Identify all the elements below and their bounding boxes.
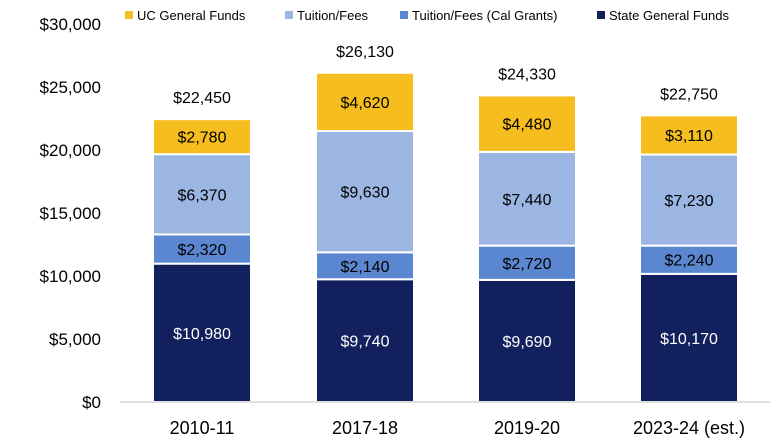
bar-segment [315,129,415,254]
legend-label: Tuition/Fees (Cal Grants) [412,8,557,23]
bar-stack: $9,690 $2,720 $7,440 $4,480 $24,330 [477,66,577,404]
bar-stack: $9,740 $2,140 $9,630 $4,620 $26,130 [315,44,415,403]
legend-swatch [400,11,408,19]
bar-segment [152,262,252,404]
y-tick-label: $0 [82,393,101,412]
y-tick-label: $20,000 [40,141,101,160]
y-tick-label: $10,000 [40,267,101,286]
legend-swatch [285,11,293,19]
bar-segment [639,153,739,247]
data-label: $7,440 [503,192,552,209]
bars: $10,980 $2,320 $6,370 $2,780 $22,450 $9,740 $2… [152,44,739,404]
legend-label: Tuition/Fees [297,8,369,23]
data-label: $2,780 [178,130,227,147]
y-tick-label: $25,000 [40,78,101,97]
x-tick-label: 2023-24 (est.) [633,418,745,438]
y-axis: $0 $5,000 $10,000 $15,000 $20,000 $25,000 $30,… [40,15,101,412]
legend-swatch [125,11,133,19]
data-label: $9,630 [341,185,390,202]
data-label: $2,720 [503,256,552,273]
data-label: $10,980 [173,326,231,343]
data-label: $2,240 [665,253,714,270]
chart-legend: UC General Funds Tuition/Fees Tuition/Fees… [125,8,729,23]
data-label: $4,480 [503,117,552,134]
legend-item: UC General Funds [125,8,246,23]
data-label: $9,690 [503,334,552,351]
data-label: $7,230 [665,193,714,210]
total-label: $26,130 [336,44,394,61]
bar-stack: $10,170 $2,240 $7,230 $3,110 $22,750 [639,86,739,403]
data-label: $3,110 [665,128,713,145]
x-tick-label: 2019-20 [494,418,560,438]
legend-swatch [597,11,605,19]
y-tick-label: $15,000 [40,204,101,223]
data-label: $9,740 [341,334,390,351]
data-label: $2,320 [178,242,227,259]
total-label: $24,330 [498,66,556,83]
bar-segment [639,114,739,156]
legend-item: Tuition/Fees [285,8,369,23]
bar-stack: $10,980 $2,320 $6,370 $2,780 $22,450 [152,90,252,404]
legend-label: UC General Funds [137,8,246,23]
x-tick-label: 2010-11 [170,418,235,438]
legend-item: Tuition/Fees (Cal Grants) [400,8,557,23]
data-label: $4,620 [341,95,390,112]
bar-segment [477,150,577,247]
data-label: $6,370 [178,187,227,204]
data-label: $2,140 [341,259,390,276]
bar-segment [315,251,415,281]
bar-segment [152,118,252,156]
y-tick-label: $5,000 [49,330,101,349]
bar-segment [477,94,577,153]
bar-segment [315,71,415,132]
data-label: $10,170 [660,331,718,348]
total-label: $22,750 [660,86,718,103]
y-tick-label: $30,000 [40,15,101,34]
bar-segment [477,244,577,281]
legend-item: State General Funds [597,8,729,23]
legend-label: State General Funds [609,8,729,23]
total-label: $22,450 [173,90,231,107]
x-axis: 2010-11 2017-18 2019-20 2023-24 (est.) [120,401,770,438]
bar-segment [152,233,252,265]
x-tick-label: 2017-18 [332,418,398,438]
